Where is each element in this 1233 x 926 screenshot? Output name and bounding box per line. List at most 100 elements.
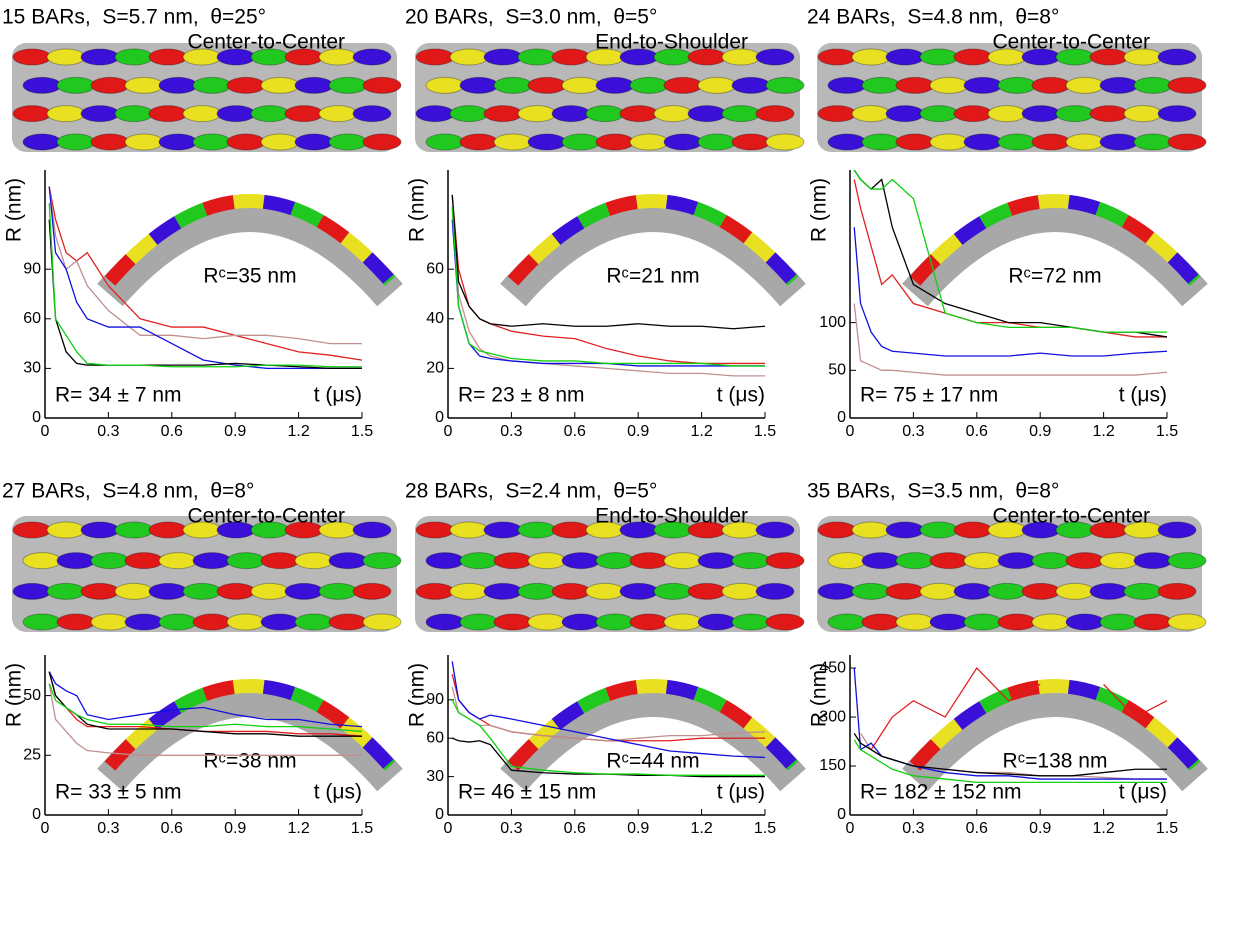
data-line: [48, 219, 362, 370]
protein-blob: [1099, 613, 1139, 631]
y-axis-label: R (nm): [3, 178, 26, 242]
protein-blob: [362, 552, 402, 570]
panel-subtitle: End-to-Shoulder: [595, 505, 748, 528]
x-tick-label: 0.9: [1029, 820, 1051, 837]
protein-blob: [250, 582, 290, 600]
protein-blob: [1089, 105, 1129, 123]
protein-blob: [861, 76, 901, 94]
protein-blob: [124, 613, 164, 631]
protein-blob: [328, 613, 368, 631]
curvature-label: Rᶜ=44 nm: [606, 750, 699, 773]
protein-blob: [561, 76, 601, 94]
protein-blob: [551, 521, 591, 539]
protein-blob: [1157, 582, 1197, 600]
data-line: [853, 303, 1168, 376]
curved-protein: [507, 194, 799, 286]
protein-blob: [953, 48, 993, 66]
protein-blob: [595, 552, 635, 570]
protein-blob: [1099, 76, 1139, 94]
x-tick-label: 0.3: [902, 820, 924, 837]
radius-result: R= 33 ± 5 nm: [55, 781, 182, 804]
curved-membrane: [902, 198, 1208, 307]
x-tick-label: 0.3: [500, 820, 522, 837]
panel-title: 15 BARs, S=5.7 nm, θ=25°: [2, 6, 266, 29]
protein-blob: [997, 76, 1037, 94]
y-tick-label: 60: [426, 729, 444, 746]
protein-blob: [1167, 552, 1207, 570]
protein-blob: [517, 521, 557, 539]
curved-membrane: [97, 198, 403, 307]
protein-blob: [765, 76, 805, 94]
y-tick-label: 0: [435, 806, 444, 823]
data-line: [48, 671, 363, 737]
protein-blob: [192, 133, 232, 151]
x-tick-label: 0: [846, 820, 855, 837]
data-line: [451, 207, 765, 367]
x-tick-label: 1.5: [754, 820, 776, 837]
protein-blob: [415, 582, 455, 600]
protein-blob: [697, 76, 737, 94]
protein-blob: [192, 552, 232, 570]
x-tick-label: 0.9: [224, 423, 246, 440]
protein-blob: [449, 582, 489, 600]
y-tick-label: 90: [426, 691, 444, 708]
x-tick-label: 0.6: [161, 820, 183, 837]
protein-blob: [1123, 582, 1163, 600]
protein-blob: [663, 76, 703, 94]
x-tick-label: 1.5: [351, 423, 373, 440]
protein-blob: [827, 76, 867, 94]
x-tick-label: 1.2: [1092, 423, 1114, 440]
protein-blob: [929, 613, 969, 631]
protein-blob: [827, 613, 867, 631]
protein-blob: [425, 552, 465, 570]
protein-blob: [731, 76, 771, 94]
protein-blob: [192, 76, 232, 94]
data-line: [853, 733, 1167, 777]
protein-blob: [1123, 105, 1163, 123]
protein-blob: [765, 133, 805, 151]
radius-result: R= 23 ± 8 nm: [458, 384, 585, 407]
protein-blob: [963, 76, 1003, 94]
x-tick-label: 0.3: [97, 423, 119, 440]
protein-blob: [483, 48, 523, 66]
x-tick-label: 1.2: [1092, 820, 1114, 837]
protein-blob: [1099, 133, 1139, 151]
protein-blob: [885, 521, 925, 539]
curved-protein: [909, 679, 1201, 771]
protein-blob: [226, 76, 266, 94]
protein-blob: [459, 552, 499, 570]
protein-blob: [851, 48, 891, 66]
protein-blob: [415, 48, 455, 66]
protein-blob: [284, 105, 324, 123]
x-tick-label: 0.9: [627, 423, 649, 440]
x-tick-label: 0.6: [161, 423, 183, 440]
protein-blob: [425, 613, 465, 631]
x-tick-label: 1.5: [351, 820, 373, 837]
protein-blob: [1031, 133, 1071, 151]
protein-blob: [148, 521, 188, 539]
protein-blob: [226, 613, 266, 631]
protein-blob: [861, 552, 901, 570]
y-tick-label: 100: [819, 314, 846, 331]
protein-blob: [551, 105, 591, 123]
protein-blob: [987, 105, 1027, 123]
data-line: [451, 737, 765, 778]
protein-blob: [929, 133, 969, 151]
protein-blob: [148, 582, 188, 600]
protein-blob: [929, 76, 969, 94]
y-tick-label: 50: [23, 687, 41, 704]
y-tick-label: 450: [819, 659, 846, 676]
protein-blob: [851, 521, 891, 539]
x-tick-label: 0.9: [224, 820, 246, 837]
curved-protein: [507, 679, 799, 771]
protein-blob: [328, 552, 368, 570]
protein-blob: [1031, 76, 1071, 94]
panel-title: 27 BARs, S=4.8 nm, θ=8°: [2, 480, 254, 503]
protein-blob: [517, 105, 557, 123]
y-tick-label: 60: [426, 260, 444, 277]
protein-blob: [551, 582, 591, 600]
protein-blob: [12, 521, 52, 539]
protein-blob: [895, 133, 935, 151]
protein-blob: [755, 582, 795, 600]
